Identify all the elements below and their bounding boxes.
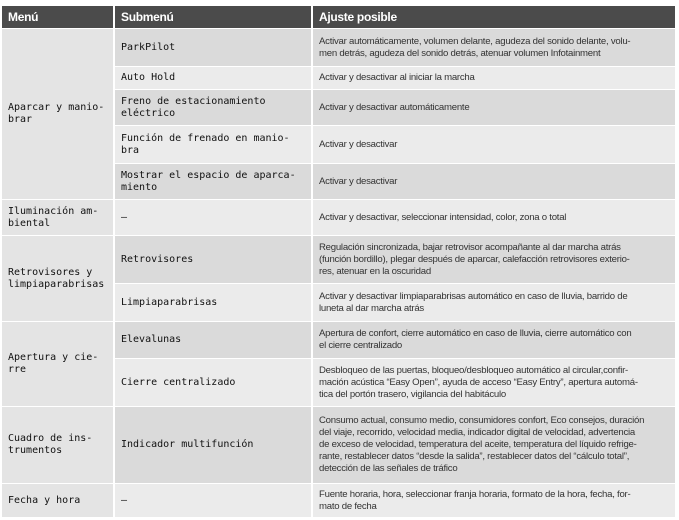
setting-cell: Activar y desactivar limpiaparabrisas au… [313,284,675,321]
menu-cell: Cuadro de ins- trumentos [2,407,113,483]
submenu-cell: – [115,484,311,517]
setting-cell: Activar automáticamente, volumen delante… [313,29,675,66]
table-row: Mostrar el espacio de aparca- miento Act… [2,164,675,199]
setting-cell: Regulación sincronizada, bajar retroviso… [313,236,675,283]
table-row: Limpiaparabrisas Activar y desactivar li… [2,284,675,321]
menu-cell: Iluminación am- biental [2,200,113,235]
setting-cell: Activar y desactivar, seleccionar intens… [313,200,675,235]
setting-cell: Activar y desactivar [313,126,675,163]
header-menu: Menú [2,6,113,28]
submenu-cell: Auto Hold [115,67,311,89]
submenu-cell: Limpiaparabrisas [115,284,311,321]
submenu-cell: Cierre centralizado [115,359,311,406]
submenu-cell: Función de frenado en manio- bra [115,126,311,163]
table-row: Cierre centralizado Desbloqueo de las pu… [2,359,675,406]
table-row: Apertura y cie- rre Elevalunas Apertura … [2,322,675,406]
setting-cell: Activar y desactivar automáticamente [313,90,675,125]
table-row: Auto Hold Activar y desactivar al inicia… [2,67,675,89]
table-row: Cuadro de ins- trumentos Indicador multi… [2,407,675,483]
setting-cell: Consumo actual, consumo medio, consumido… [313,407,675,483]
table-row: Iluminación am- biental – Activar y desa… [2,200,675,235]
settings-table: Menú Submenú Ajuste posible Aparcar y ma… [0,5,677,518]
menu-cell: Apertura y cie- rre [2,322,113,406]
header-setting: Ajuste posible [313,6,675,28]
table-row: Fecha y hora – Fuente horaria, hora, sel… [2,484,675,517]
table-row: Aparcar y manio- brar ParkPilot Activar … [2,29,675,199]
setting-cell: Fuente horaria, hora, seleccionar franja… [313,484,675,517]
table-row: Función de frenado en manio- bra Activar… [2,126,675,163]
submenu-cell: – [115,200,311,235]
submenu-cell: Retrovisores [115,236,311,283]
table-header: Menú Submenú Ajuste posible [2,6,675,28]
submenu-cell: Indicador multifunción [115,407,311,483]
menu-cell: Aparcar y manio- brar [2,29,113,199]
setting-cell: Desbloqueo de las puertas, bloqueo/desbl… [313,359,675,406]
menu-cell: Fecha y hora [2,484,113,517]
submenu-cell: Freno de estacionamiento eléctrico [115,90,311,125]
submenu-cell: Elevalunas [115,322,311,358]
setting-cell: Activar y desactivar [313,164,675,199]
setting-cell: Apertura de confort, cierre automático e… [313,322,675,358]
menu-cell: Retrovisores y limpiaparabrisas [2,236,113,321]
table-row: Freno de estacionamiento eléctrico Activ… [2,90,675,125]
header-submenu: Submenú [115,6,311,28]
submenu-cell: Mostrar el espacio de aparca- miento [115,164,311,199]
table-row: Retrovisores y limpiaparabrisas Retrovis… [2,236,675,321]
setting-cell: Activar y desactivar al iniciar la march… [313,67,675,89]
submenu-cell: ParkPilot [115,29,311,66]
